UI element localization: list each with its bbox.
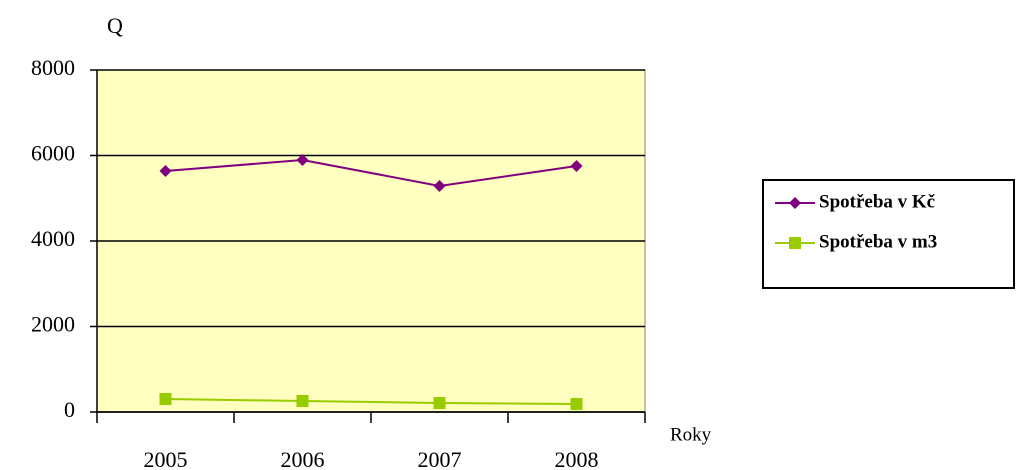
legend-label: Spotřeba v m3	[819, 231, 937, 252]
y-tick-label: 4000	[31, 226, 75, 251]
legend-marker	[789, 237, 801, 249]
legend-marker	[789, 197, 801, 209]
x-tick-label: 2008	[555, 447, 599, 470]
data-point	[159, 393, 172, 406]
series-line	[165, 398, 577, 406]
data-point	[296, 153, 309, 166]
data-point	[433, 179, 446, 192]
data-point	[570, 398, 583, 411]
y-axis-label: Q	[107, 13, 123, 38]
x-tick-label: 2005	[144, 447, 188, 470]
y-tick-label: 0	[64, 397, 75, 422]
data-point	[296, 395, 309, 408]
y-tick-label: 8000	[31, 55, 75, 80]
x-tick-label: 2007	[418, 447, 462, 470]
y-tick-label: 6000	[31, 141, 75, 166]
data-point	[570, 160, 583, 173]
legend-label: Spotřeba v Kč	[819, 191, 935, 212]
legend-box	[762, 179, 1015, 289]
y-tick-label: 2000	[31, 312, 75, 337]
data-point	[159, 165, 172, 178]
x-tick-label: 2006	[281, 447, 325, 470]
x-axis-label: Roky	[670, 424, 712, 445]
series-line	[165, 158, 577, 187]
data-point	[433, 397, 446, 410]
